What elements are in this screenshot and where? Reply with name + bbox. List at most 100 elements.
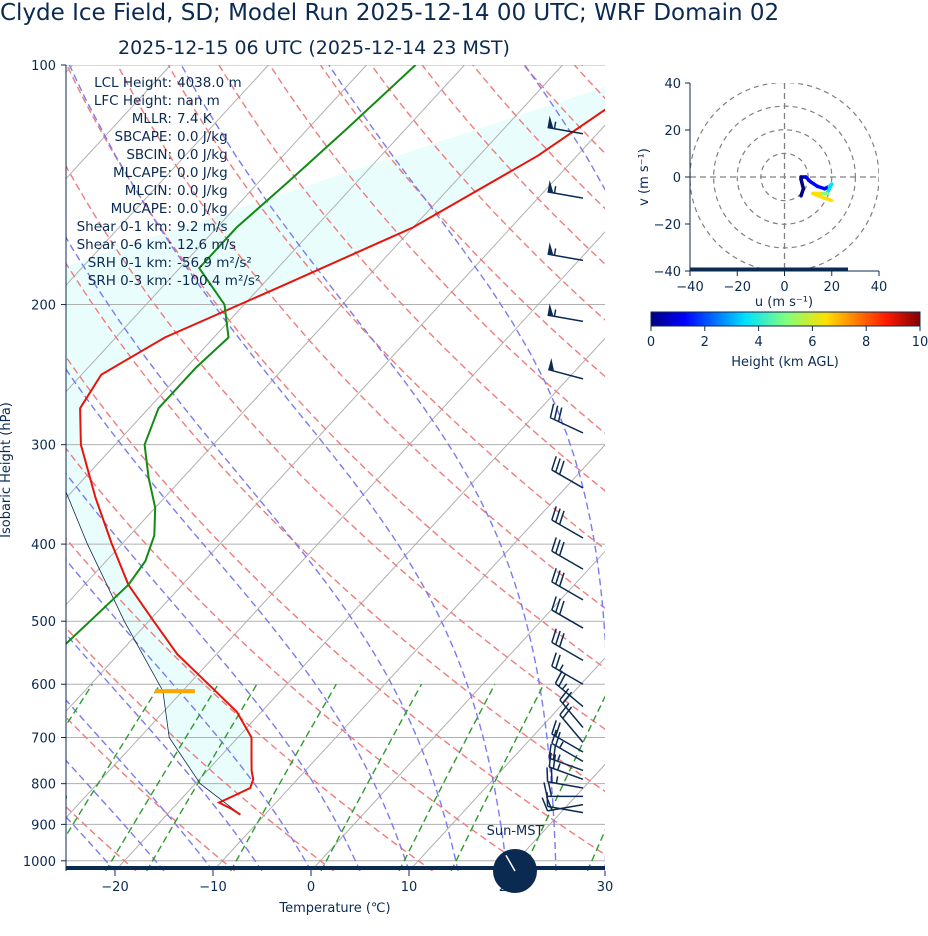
colorbar-tick-label: 6 [808, 335, 816, 350]
stat-label: MLCAPE: [113, 165, 172, 181]
dry-adiabat-line [167, 65, 605, 550]
hodograph-segment [822, 196, 834, 203]
hodo-x-tick-label: 0 [780, 280, 788, 295]
y-tick-label: 300 [31, 439, 56, 454]
stat-label: Shear 0-1 km: [77, 219, 172, 235]
stat-label: MLLR: [132, 111, 172, 127]
wind-barb-tick [541, 797, 549, 812]
wind-barb-tick [558, 37, 562, 51]
wind-barb-tick [551, 596, 557, 611]
hodo-y-tick-label: 0 [673, 171, 681, 186]
x-tick-label: −10 [199, 880, 226, 895]
wind-barb-tick [546, 792, 549, 807]
stat-label: SRH 0-1 km: [88, 255, 172, 271]
dry-adiabat-line [879, 65, 928, 871]
isotherm-line [66, 65, 465, 499]
chart-subtitle: 2025-12-15 06 UTC (2025-12-14 23 MST) [118, 37, 510, 59]
wind-barb-staff [559, 714, 584, 743]
isotherm-line [66, 65, 269, 286]
wind-barb [546, 767, 584, 789]
wind-barb [551, 537, 584, 570]
isotherm-line [66, 124, 605, 712]
dry-adiabat-line [472, 65, 605, 210]
sounding-stats: LCL Height: 4038.0 m LFC Height: nan m MLLR:… [77, 75, 261, 289]
moist-adiabat-line [180, 65, 557, 871]
wind-barb-flag [552, 37, 558, 50]
colorbar-ticks: 0 2 4 6 8 10 [647, 326, 928, 350]
mixing-ratio-lines [0, 683, 716, 871]
wind-barb-staff [547, 780, 584, 789]
wind-barb-tick [551, 720, 557, 735]
stat-value: 4038.0 m [177, 75, 242, 91]
wind-barb-half [553, 186, 557, 194]
moist-adiabat-line [66, 236, 459, 871]
isotherm-line [114, 337, 605, 871]
wind-barb-tick [558, 572, 565, 587]
hodograph-x-label: u (m s⁻¹) [755, 295, 813, 310]
moist-adiabat-line [68, 65, 508, 871]
wind-barb-tick [555, 539, 561, 554]
wind-barb-tick [555, 508, 561, 523]
wind-barb-tick [551, 652, 557, 667]
wind-barb-flag [547, 242, 554, 256]
cape-shaded-region [66, 86, 605, 815]
wind-barb-tick [562, 691, 573, 704]
stat-label: LFC Height: [94, 93, 172, 109]
dry-adiabat-line [777, 65, 928, 871]
colorbar-tick-label: 0 [647, 335, 655, 350]
wind-barb-tick [547, 782, 553, 797]
wind-barb-staff [547, 126, 584, 135]
wind-barb-staff [551, 733, 584, 753]
hodo-x-tick-label: 20 [823, 280, 840, 295]
wind-barbs [541, 37, 584, 814]
isotherm-line [66, 65, 367, 393]
x-tick-label: −20 [101, 880, 128, 895]
hodo-y-tick-label: 20 [664, 124, 681, 139]
isotherm-line [66, 65, 563, 606]
wind-barb-tick [558, 541, 565, 556]
isotherm-line [66, 231, 605, 819]
isotherm-line [604, 870, 605, 871]
dry-adiabat-line [66, 626, 335, 871]
wind-barb-tick [551, 456, 557, 471]
wind-barb-flag [547, 180, 554, 193]
wind-barb-tick [552, 745, 557, 760]
wind-barb-tick [551, 628, 557, 643]
mixing-ratio-line [635, 684, 716, 871]
wind-barb-tick [562, 706, 573, 719]
hodo-y-tick-label: −20 [654, 218, 681, 233]
wind-barb-half [556, 763, 561, 771]
stat-value: 0.0 J/kg [177, 183, 228, 199]
wind-barb-half [553, 309, 557, 317]
wind-barb-tick [552, 754, 557, 769]
wind-barb [551, 628, 584, 662]
wind-barb-tick [555, 570, 561, 585]
wind-barb [551, 567, 584, 601]
wind-barb-flag [547, 115, 554, 129]
wind-barb-tick [551, 729, 557, 744]
stat-value: 0.0 J/kg [177, 165, 228, 181]
colorbar-tick-label: 10 [912, 335, 928, 350]
wind-barb [546, 792, 584, 814]
hodograph-y-ticks: 40 20 0 −20 −40 [654, 77, 690, 280]
wind-barb-staff [547, 253, 584, 262]
y-axis-label: Isobaric Height (hPa) [0, 402, 14, 538]
x-tick-label: 0 [307, 880, 315, 895]
wind-barb-tick [558, 600, 565, 615]
wind-barb-tick [555, 731, 561, 746]
mixing-ratio-line [522, 695, 605, 871]
wind-barb-half [556, 754, 561, 762]
wind-barb-tick [555, 458, 561, 473]
wind-barb-tick [555, 630, 561, 645]
y-tick-label: 100 [31, 59, 56, 74]
mixing-ratio-line [66, 683, 161, 838]
wind-barb-staff [581, 65, 583, 66]
wind-barb-tick [546, 767, 549, 782]
y-tick-label: 1000 [23, 855, 56, 870]
x-tick-label: 30 [597, 880, 614, 895]
stat-value: 9.2 m/s [177, 219, 228, 235]
hodo-x-tick-label: 40 [871, 280, 888, 295]
mixing-ratio-line [0, 684, 29, 871]
wind-barb-tick [559, 688, 570, 701]
